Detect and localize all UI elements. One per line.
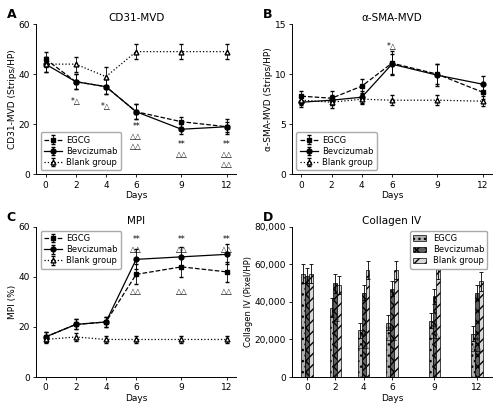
- Text: **: **: [178, 235, 186, 244]
- Text: △△: △△: [358, 341, 370, 350]
- Text: *△: *△: [101, 102, 111, 111]
- Bar: [358, 330, 362, 377]
- Text: C: C: [6, 211, 16, 224]
- Bar: [428, 321, 432, 377]
- Text: *△: *△: [387, 42, 397, 51]
- Text: A: A: [6, 8, 16, 21]
- Text: △△: △△: [176, 245, 188, 254]
- Text: △△: △△: [130, 245, 142, 254]
- Bar: [366, 270, 370, 377]
- Bar: [302, 274, 305, 377]
- X-axis label: Days: Days: [381, 394, 403, 403]
- Bar: [330, 307, 334, 377]
- Title: Collagen IV: Collagen IV: [362, 216, 422, 226]
- Text: △△: △△: [130, 287, 142, 296]
- Bar: [394, 270, 398, 377]
- Bar: [362, 293, 366, 377]
- Text: **: **: [178, 140, 186, 149]
- Text: **: **: [473, 337, 480, 346]
- Bar: [436, 268, 440, 377]
- Bar: [479, 281, 482, 377]
- Text: *△: *△: [71, 97, 81, 106]
- Legend: EGCG, Bevcizumab, Blank group: EGCG, Bevcizumab, Blank group: [40, 132, 121, 170]
- Text: △△: △△: [176, 150, 188, 159]
- Text: **: **: [360, 333, 368, 342]
- Text: △△: △△: [221, 245, 232, 254]
- X-axis label: Days: Days: [125, 394, 148, 403]
- Bar: [309, 274, 313, 377]
- Legend: EGCG, Bevcizumab, Blank group: EGCG, Bevcizumab, Blank group: [410, 231, 488, 269]
- Bar: [471, 334, 475, 377]
- Y-axis label: α-SMA-MVD (Strips/HP): α-SMA-MVD (Strips/HP): [264, 47, 273, 151]
- Text: △△: △△: [386, 333, 398, 342]
- X-axis label: Days: Days: [125, 191, 148, 200]
- X-axis label: Days: Days: [381, 191, 403, 200]
- Legend: EGCG, Bevcizumab, Blank group: EGCG, Bevcizumab, Blank group: [296, 132, 377, 170]
- Text: D: D: [262, 211, 272, 224]
- Text: △△: △△: [221, 287, 232, 296]
- Text: *△: *△: [330, 314, 340, 323]
- Bar: [386, 323, 390, 377]
- Text: △△: △△: [471, 344, 482, 353]
- Text: △△: △△: [428, 331, 440, 340]
- Bar: [338, 285, 341, 377]
- Bar: [334, 283, 338, 377]
- Text: B: B: [262, 8, 272, 21]
- Text: **: **: [132, 235, 140, 244]
- Text: △△: △△: [130, 132, 142, 141]
- Bar: [432, 296, 436, 377]
- Y-axis label: MPI (%): MPI (%): [8, 285, 18, 319]
- Text: △△: △△: [221, 150, 232, 159]
- Title: CD31-MVD: CD31-MVD: [108, 13, 164, 23]
- Title: α-SMA-MVD: α-SMA-MVD: [362, 13, 422, 23]
- Title: MPI: MPI: [127, 216, 145, 226]
- Y-axis label: Collagen IV (Pixel/HP): Collagen IV (Pixel/HP): [244, 256, 253, 347]
- Text: **: **: [388, 326, 396, 335]
- Text: △△: △△: [130, 142, 142, 151]
- Text: **: **: [223, 140, 230, 149]
- Bar: [305, 276, 309, 377]
- Y-axis label: CD31-MVD (Strips/HP): CD31-MVD (Strips/HP): [8, 49, 18, 149]
- Text: **: **: [223, 235, 230, 244]
- Text: **: **: [132, 122, 140, 131]
- Text: △△: △△: [221, 160, 232, 169]
- Bar: [475, 293, 479, 377]
- Text: △△: △△: [176, 287, 188, 296]
- Bar: [390, 289, 394, 377]
- Legend: EGCG, Bevcizumab, Blank group: EGCG, Bevcizumab, Blank group: [40, 231, 121, 269]
- Text: **: **: [430, 324, 438, 333]
